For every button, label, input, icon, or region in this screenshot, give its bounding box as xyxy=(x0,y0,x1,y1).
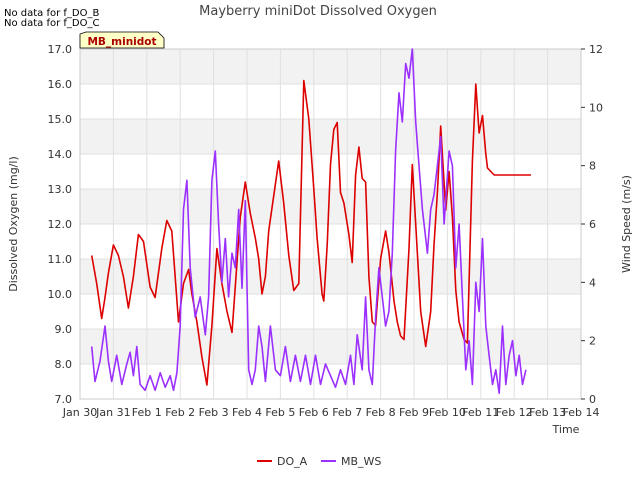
x-tick-label: Feb 14 xyxy=(563,406,600,419)
y-left-tick-label: 9.0 xyxy=(55,323,73,336)
x-tick-label: Feb 8 xyxy=(366,406,396,419)
legend-label-do-a: DO_A xyxy=(277,455,308,468)
y-right-tick-label: 2 xyxy=(589,335,596,348)
x-tick-label: Feb 3 xyxy=(199,406,229,419)
y-axis-right-label: Wind Speed (m/s) xyxy=(620,175,633,273)
y-right-tick-label: 8 xyxy=(589,160,596,173)
x-tick-label: Feb 1 xyxy=(132,406,162,419)
x-tick-label: Feb 11 xyxy=(462,406,499,419)
legend-label-mb-ws: MB_WS xyxy=(341,455,381,468)
legend: DO_A MB_WS xyxy=(257,455,381,468)
y-left-tick-label: 12.0 xyxy=(48,218,73,231)
x-tick-label: Feb 7 xyxy=(332,406,362,419)
y-left-tick-label: 8.0 xyxy=(55,358,73,371)
y-right-tick-label: 12 xyxy=(589,43,603,56)
x-tick-label: Feb 12 xyxy=(496,406,533,419)
grid-band xyxy=(80,189,581,224)
x-axis-label: Time xyxy=(552,423,580,436)
x-tick-label: Jan 30 xyxy=(62,406,97,419)
grid-band xyxy=(80,49,581,84)
x-tick-label: Feb 5 xyxy=(265,406,295,419)
grid-band xyxy=(80,329,581,364)
no-data-note-f-do-c: No data for f_DO_C xyxy=(4,18,100,29)
y-right-tick-label: 10 xyxy=(589,101,603,114)
station-label: MB_minidot xyxy=(87,36,156,48)
x-tick-label: Feb 13 xyxy=(529,406,566,419)
x-tick-label: Feb 6 xyxy=(299,406,329,419)
y-left-tick-label: 11.0 xyxy=(48,253,73,266)
tick-layer: 7.0 8.0 9.0 10.0 11.0 12.0 13.0 14.0 15.0 16.0 17.… xyxy=(48,43,604,419)
series-line-mb-ws xyxy=(90,48,527,395)
y-left-tick-label: 17.0 xyxy=(48,43,73,56)
y-right-tick-label: 0 xyxy=(589,393,596,406)
chart-title: Mayberry miniDot Dissolved Oxygen xyxy=(199,4,437,19)
y-left-tick-label: 7.0 xyxy=(55,393,73,406)
x-tick-label: Jan 31 xyxy=(95,406,130,419)
y-left-tick-label: 13.0 xyxy=(48,183,73,196)
grid-band xyxy=(80,259,581,294)
no-data-note-f-do-b: No data for f_DO_B xyxy=(4,8,100,19)
grid-bands xyxy=(80,49,581,364)
y-right-tick-label: 6 xyxy=(589,218,596,231)
y-axis-left-label: Dissolved Oxygen (mg/l) xyxy=(7,156,20,291)
y-left-tick-label: 15.0 xyxy=(48,113,73,126)
y-left-tick-label: 14.0 xyxy=(48,148,73,161)
x-tick-label: Feb 2 xyxy=(165,406,195,419)
series-layer xyxy=(90,48,531,395)
grid-band xyxy=(80,119,581,154)
y-left-tick-label: 10.0 xyxy=(48,288,73,301)
x-tick-label: Feb 9 xyxy=(399,406,429,419)
x-tick-label: Feb 10 xyxy=(429,406,466,419)
y-right-tick-label: 4 xyxy=(589,276,596,289)
station-label-box: MB_minidot xyxy=(79,31,165,49)
x-tick-label: Feb 4 xyxy=(232,406,262,419)
y-left-tick-label: 16.0 xyxy=(48,78,73,91)
